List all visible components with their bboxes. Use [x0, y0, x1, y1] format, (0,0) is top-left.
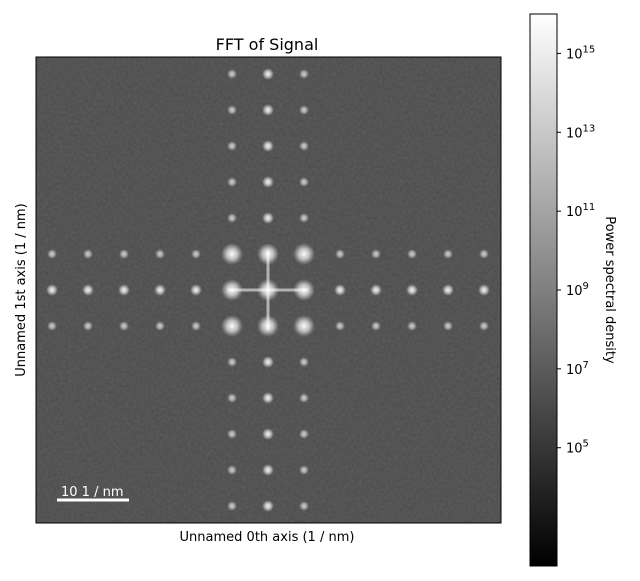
diffraction-spot: [227, 501, 237, 511]
diffraction-spot: [227, 141, 237, 151]
diffraction-spot: [118, 284, 130, 296]
diffraction-spot: [227, 393, 237, 403]
diffraction-spot: [262, 140, 274, 152]
diffraction-spot: [334, 284, 346, 296]
diffraction-spot: [262, 68, 274, 80]
diffraction-spot: [443, 249, 453, 259]
colorbar-gradient: [529, 13, 558, 567]
diffraction-spot: [299, 393, 309, 403]
diffraction-spot: [262, 212, 274, 224]
diffraction-spot: [221, 243, 243, 265]
diffraction-spot: [371, 249, 381, 259]
diffraction-spots: [46, 68, 490, 512]
diffraction-spot: [262, 464, 274, 476]
colorbar-label: Power spectral density: [602, 216, 617, 364]
diffraction-spot: [407, 249, 417, 259]
plot-area: 10 1 / nm: [35, 56, 502, 524]
colorbar-tick-label: 107: [566, 360, 589, 378]
diffraction-spot: [478, 284, 490, 296]
diffraction-spot: [299, 177, 309, 187]
diffraction-spot: [293, 315, 315, 337]
diffraction-spot: [227, 177, 237, 187]
diffraction-spot: [299, 501, 309, 511]
diffraction-spot: [479, 249, 489, 259]
diffraction-spot: [406, 284, 418, 296]
diffraction-spot: [262, 428, 274, 440]
diffraction-spot: [155, 249, 165, 259]
diffraction-spot: [227, 357, 237, 367]
diffraction-spot: [262, 104, 274, 116]
diffraction-spot: [299, 141, 309, 151]
diffraction-spot: [299, 213, 309, 223]
diffraction-spot: [82, 284, 94, 296]
diffraction-spot: [371, 321, 381, 331]
chart-title: FFT of Signal: [216, 35, 319, 54]
x-axis-label: Unnamed 0th axis (1 / nm): [180, 530, 355, 545]
diffraction-spot: [119, 321, 129, 331]
diffraction-spot: [299, 105, 309, 115]
colorbar-tick-label: 105: [566, 439, 589, 457]
diffraction-spot: [47, 249, 57, 259]
diffraction-spot: [299, 465, 309, 475]
scale-bar-label: 10 1 / nm: [61, 485, 124, 500]
diffraction-spot: [154, 284, 166, 296]
diffraction-spot: [370, 284, 382, 296]
diffraction-spot: [299, 429, 309, 439]
diffraction-spot: [479, 321, 489, 331]
colorbar-tick-label: 1015: [566, 44, 595, 62]
diffraction-spot: [443, 321, 453, 331]
diffraction-spot: [190, 284, 202, 296]
colorbar-tick-label: 109: [566, 281, 589, 299]
diffraction-spot: [262, 356, 274, 368]
diffraction-spot: [119, 249, 129, 259]
colorbar-tick-label: 1011: [566, 202, 595, 220]
diffraction-spot: [335, 321, 345, 331]
diffraction-spot: [191, 249, 201, 259]
diffraction-spot: [227, 465, 237, 475]
colorbar: 105 107 109 1011 1013 1015 Power spectral den…: [529, 13, 617, 567]
diffraction-spot: [262, 500, 274, 512]
y-axis-label: Unnamed 1st axis (1 / nm): [14, 203, 29, 376]
diffraction-spot: [191, 321, 201, 331]
diffraction-spot: [227, 105, 237, 115]
colorbar-ticks: 105 107 109 1011 1013 1015: [557, 44, 595, 457]
diffraction-spot: [299, 69, 309, 79]
diffraction-spot: [155, 321, 165, 331]
diffraction-spot: [262, 392, 274, 404]
diffraction-spot: [335, 249, 345, 259]
diffraction-spot: [262, 176, 274, 188]
diffraction-spot: [227, 213, 237, 223]
diffraction-spot: [83, 321, 93, 331]
diffraction-spot: [227, 429, 237, 439]
diffraction-spot: [442, 284, 454, 296]
diffraction-spot: [293, 243, 315, 265]
diffraction-spot: [227, 69, 237, 79]
diffraction-spot: [47, 321, 57, 331]
diffraction-spot: [221, 315, 243, 337]
colorbar-tick-label: 1013: [566, 123, 595, 141]
diffraction-spot: [299, 357, 309, 367]
plot-frame: [35, 56, 502, 524]
diffraction-spot: [407, 321, 417, 331]
diffraction-spot: [46, 284, 58, 296]
diffraction-spot: [83, 249, 93, 259]
